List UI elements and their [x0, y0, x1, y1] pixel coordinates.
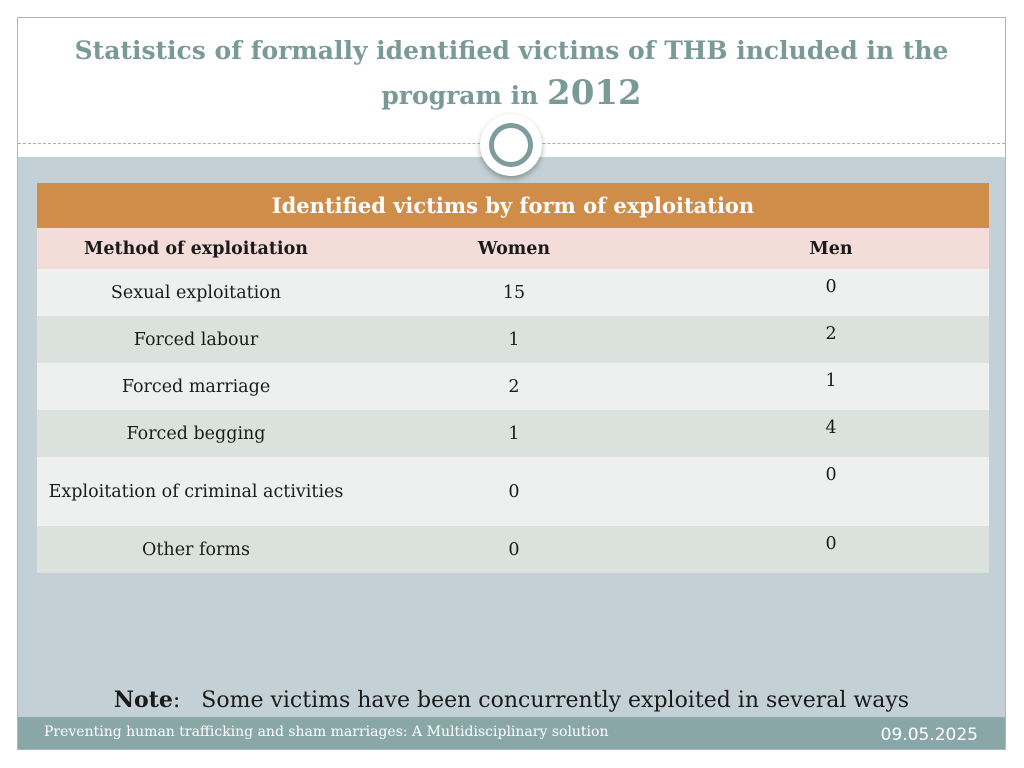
method-cell: Other forms: [37, 526, 355, 573]
method-cell: Sexual exploitation: [37, 269, 355, 316]
men-cell: 0: [673, 269, 990, 316]
method-cell: Exploitation of criminal activities: [37, 457, 355, 526]
slide-title: Statistics of formally identified victim…: [58, 30, 965, 117]
exploitation-table: Identified victims by form of exploitati…: [37, 183, 990, 573]
table-row: Other forms 0 0: [37, 526, 990, 573]
table-banner: Identified victims by form of exploitati…: [37, 183, 990, 228]
table-banner-row: Identified victims by form of exploitati…: [37, 183, 990, 228]
men-cell: 0: [673, 526, 990, 573]
column-header-women: Women: [355, 228, 673, 269]
exploitation-table-container: Identified victims by form of exploitati…: [37, 183, 990, 573]
men-cell: 1: [673, 363, 990, 410]
method-cell: Forced labour: [37, 316, 355, 363]
footer: Preventing human trafficking and sham ma…: [18, 717, 1005, 749]
column-header-men: Men: [673, 228, 990, 269]
column-header-method: Method of exploitation: [37, 228, 355, 269]
table-row: Exploitation of criminal activities 0 0: [37, 457, 990, 526]
slide-title-year: 2012: [547, 73, 642, 113]
men-cell: 4: [673, 410, 990, 457]
circle-ornament-icon: [480, 114, 542, 176]
table-row: Forced labour 1 2: [37, 316, 990, 363]
women-cell: 2: [355, 363, 673, 410]
women-cell: 15: [355, 269, 673, 316]
slide-title-text: Statistics of formally identified victim…: [74, 36, 949, 110]
women-cell: 1: [355, 410, 673, 457]
note-label: Note: [113, 687, 173, 713]
table-header-row: Method of exploitation Women Men: [37, 228, 990, 269]
note-separator: :: [172, 688, 181, 713]
footer-text: Preventing human trafficking and sham ma…: [44, 724, 609, 740]
table-row: Sexual exploitation 15 0: [37, 269, 990, 316]
slide: Statistics of formally identified victim…: [17, 17, 1006, 750]
table-row: Forced marriage 2 1: [37, 363, 990, 410]
method-cell: Forced begging: [37, 410, 355, 457]
method-cell: Forced marriage: [37, 363, 355, 410]
men-cell: 2: [673, 316, 990, 363]
women-cell: 0: [355, 526, 673, 573]
note-text: Some victims have been concurrently expl…: [201, 688, 910, 713]
men-cell: 0: [673, 457, 990, 526]
women-cell: 1: [355, 316, 673, 363]
women-cell: 0: [355, 457, 673, 526]
footer-date: 09.05.2025: [880, 725, 978, 745]
note: Note: Some victims have been concurrentl…: [18, 687, 1005, 713]
circle-ornament-ring: [489, 123, 533, 167]
table-row: Forced begging 1 4: [37, 410, 990, 457]
